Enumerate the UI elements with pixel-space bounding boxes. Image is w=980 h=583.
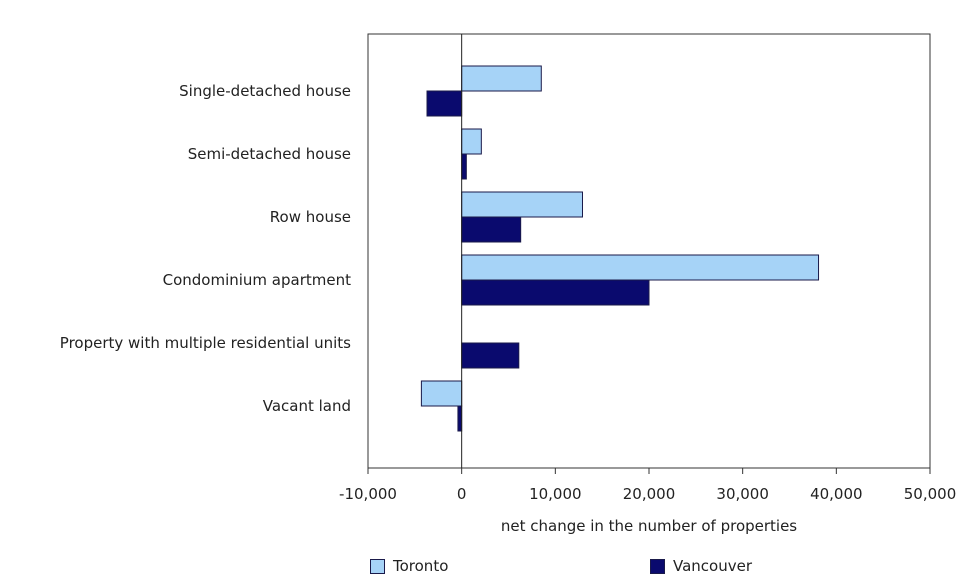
bar-toronto-semi-detached-house [461,128,482,155]
category-label-vacant-land: Vacant land [263,397,351,415]
bar-vancouver-semi-detached-house [461,153,467,180]
category-label-semi-detached-house: Semi-detached house [188,145,351,163]
category-labels: Single-detached house Semi-detached house… [60,82,351,415]
legend-swatch-toronto [370,558,385,574]
category-label-row-house: Row house [270,208,351,226]
category-label-property-with-multiple-residential-units: Property with multiple residential units [60,334,351,352]
x-axis-ticks: -10,000 0 10,000 20,000 30,000 40,000 50,000 [339,468,956,503]
x-tick-label: 30,000 [716,485,769,503]
x-axis-title: net change in the number of properties [501,517,797,535]
legend-label-vancouver: Vancouver [673,557,752,575]
x-tick-label: 50,000 [904,485,957,503]
x-tick-label: 0 [457,485,467,503]
bar-toronto-vacant-land [420,380,463,407]
category-label-condominium-apartment: Condominium apartment [163,271,351,289]
legend-label-toronto: Toronto [393,557,449,575]
legend-swatch-vancouver [650,558,665,574]
bar-vancouver-vacant-land [457,405,463,432]
x-tick-label: -10,000 [339,485,397,503]
x-tick-label: 20,000 [623,485,676,503]
bar-vancouver-single-detached-house [426,90,463,117]
category-label-single-detached-house: Single-detached house [179,82,351,100]
legend-item-toronto: Toronto [370,556,448,576]
bar-vancouver-condominium-apartment [461,279,650,306]
legend-item-vancouver: Vancouver [650,556,752,576]
x-tick-label: 40,000 [810,485,863,503]
bar-toronto-row-house [461,191,583,218]
x-tick-label: 10,000 [529,485,582,503]
bars-group [420,65,820,432]
bar-vancouver-property-with-multiple-residential-units [461,342,520,369]
bar-toronto-single-detached-house [461,65,542,92]
bar-vancouver-row-house [461,216,522,243]
bar-toronto-condominium-apartment [461,254,820,281]
